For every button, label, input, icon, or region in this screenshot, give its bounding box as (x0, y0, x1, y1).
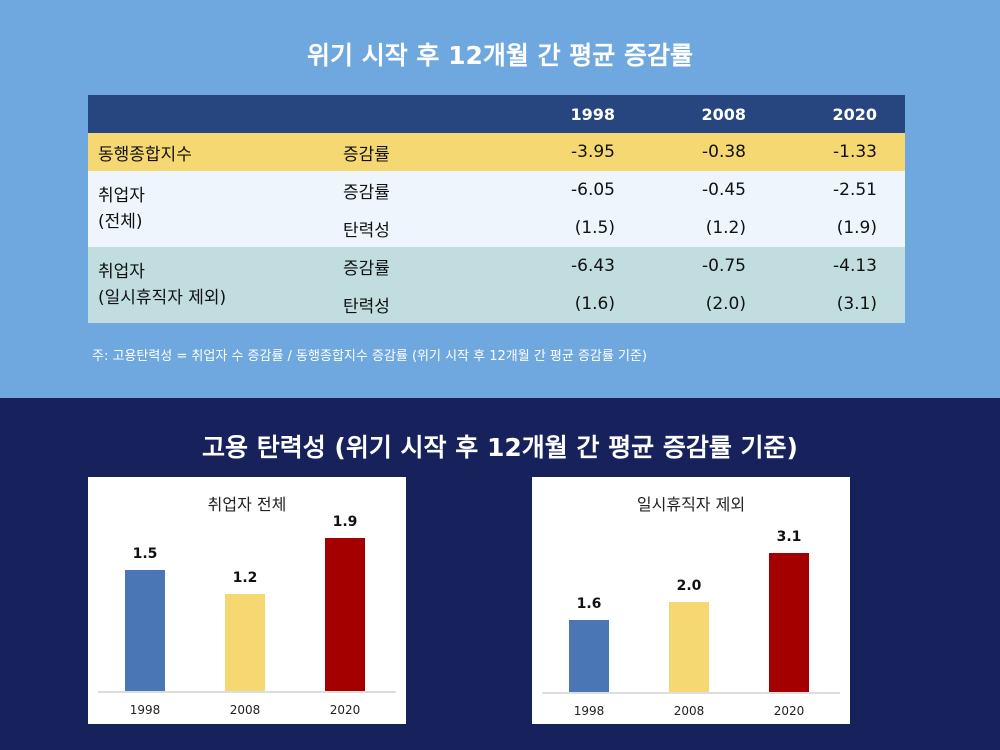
bar-1998 (569, 620, 609, 692)
row-group: 취업자 (전체) (88, 171, 333, 247)
cell: (1.6) (514, 285, 643, 323)
cell: -2.51 (774, 171, 905, 209)
cell: -4.13 (774, 247, 905, 285)
x-axis-line (98, 691, 396, 693)
x-axis-line (542, 692, 840, 694)
cell: (1.9) (774, 209, 905, 247)
row-metric: 증감률 (333, 247, 514, 285)
header-2020: 2020 (774, 95, 905, 133)
data-label: 1.2 (232, 570, 258, 587)
cell: (1.2) (643, 209, 774, 247)
row-group: 동행종합지수 (88, 133, 333, 171)
bar-1998 (125, 569, 165, 691)
x-tick-label: 2020 (329, 703, 361, 717)
row-metric: 탄력성 (333, 209, 514, 247)
header-cell (88, 95, 333, 133)
cell: -3.95 (514, 133, 643, 171)
bar-2020 (325, 537, 365, 691)
table-section: 위기 시작 후 12개월 간 평균 증감률 1998 2008 2020 동행종… (0, 0, 1000, 398)
row-group: 취업자 (일시휴직자 제외) (88, 247, 333, 323)
x-tick-label: 2020 (773, 704, 805, 718)
cell: -0.45 (643, 171, 774, 209)
row-metric: 증감률 (333, 133, 514, 171)
x-tick-label: 1998 (573, 704, 605, 718)
header-1998: 1998 (514, 95, 643, 133)
cell: -0.38 (643, 133, 774, 171)
row-metric: 탄력성 (333, 285, 514, 323)
table-row: 취업자 (일시휴직자 제외) 증감률 -6.43 -0.75 -4.13 (88, 247, 905, 323)
table-row: 탄력성 (1.6) (2.0) (3.1) (88, 285, 905, 323)
chart-title: 일시휴직자 제외 (636, 495, 746, 514)
cell: -6.43 (514, 247, 643, 285)
bar-2008 (669, 602, 709, 692)
data-label: 2.0 (676, 578, 702, 594)
cell: -1.33 (774, 133, 905, 171)
header-cell (333, 95, 514, 133)
cell: -6.05 (514, 171, 643, 209)
data-table: 1998 2008 2020 동행종합지수 증감률 -3.95 -0.38 -1… (88, 95, 905, 323)
row-metric: 증감률 (333, 171, 514, 209)
x-tick-label: 1998 (129, 703, 161, 717)
table-row: 동행종합지수 증감률 -3.95 -0.38 -1.33 (88, 133, 905, 171)
chart-panel-excl: 일시휴직자 제외 1.6 1998 2.0 2008 3.1 2020 (532, 477, 850, 724)
data-label: 3.1 (776, 528, 802, 545)
cell: (1.5) (514, 209, 643, 247)
bar-2020 (769, 552, 809, 692)
cell: (2.0) (643, 285, 774, 323)
table-title: 위기 시작 후 12개월 간 평균 증감률 (306, 41, 693, 70)
x-tick-label: 2008 (229, 703, 261, 717)
cell: -0.75 (643, 247, 774, 285)
chart-panel-total: 취업자 전체 1.5 1998 1.2 2008 1.9 2020 (88, 477, 406, 724)
x-tick-label: 2008 (673, 704, 705, 718)
data-label: 1.9 (332, 513, 358, 530)
data-label: 1.6 (576, 596, 602, 612)
footnote: 주: 고용탄력성 = 취업자 수 증감률 / 동행종합지수 증감률 (위기 시작… (92, 349, 647, 364)
bar-2008 (225, 594, 265, 691)
table-row: 취업자 (전체) 증감률 -6.05 -0.45 -2.51 (88, 171, 905, 247)
header-row: 1998 2008 2020 (88, 95, 905, 133)
header-2008: 2008 (643, 95, 774, 133)
chart-title: 취업자 전체 (207, 495, 287, 514)
cell: (3.1) (774, 285, 905, 323)
data-label: 1.5 (132, 545, 158, 562)
chart-section-title: 고용 탄력성 (위기 시작 후 12개월 간 평균 증감률 기준) (202, 433, 798, 462)
table-row: 탄력성 (1.5) (1.2) (1.9) (88, 209, 905, 247)
